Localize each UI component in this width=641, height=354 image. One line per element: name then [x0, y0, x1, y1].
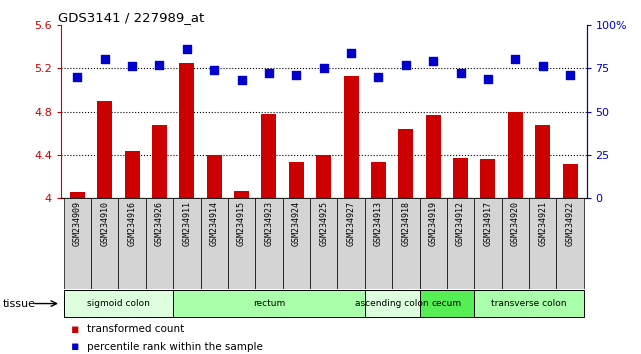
Bar: [398, 129, 413, 198]
Bar: [310, 198, 337, 289]
Point: [428, 58, 438, 64]
Text: cecum: cecum: [432, 299, 462, 308]
Point: [346, 50, 356, 55]
Point: [264, 70, 274, 76]
Bar: [365, 290, 419, 317]
Bar: [124, 150, 140, 198]
Point: [154, 62, 165, 68]
Bar: [97, 101, 112, 198]
Bar: [262, 114, 276, 198]
Point: [209, 67, 219, 73]
Bar: [453, 158, 468, 198]
Bar: [70, 192, 85, 198]
Text: sigmoid colon: sigmoid colon: [87, 299, 150, 308]
Text: GSM234927: GSM234927: [347, 201, 356, 246]
Text: GSM234914: GSM234914: [210, 201, 219, 246]
Bar: [392, 198, 419, 289]
Bar: [502, 198, 529, 289]
Bar: [419, 198, 447, 289]
Bar: [481, 159, 495, 198]
Bar: [419, 290, 474, 317]
Text: GSM234920: GSM234920: [511, 201, 520, 246]
Point: [565, 72, 575, 78]
Bar: [152, 125, 167, 198]
Bar: [179, 63, 194, 198]
Text: ascending colon: ascending colon: [355, 299, 429, 308]
Text: GSM234925: GSM234925: [319, 201, 328, 246]
Text: GSM234910: GSM234910: [100, 201, 109, 246]
Point: [127, 64, 137, 69]
Bar: [63, 290, 173, 317]
Bar: [556, 198, 584, 289]
Text: transformed count: transformed count: [87, 324, 184, 334]
Bar: [426, 115, 441, 198]
Bar: [535, 125, 550, 198]
Text: GSM234918: GSM234918: [401, 201, 410, 246]
Text: ▪: ▪: [71, 323, 79, 336]
Text: GSM234909: GSM234909: [73, 201, 82, 246]
Text: GSM234926: GSM234926: [155, 201, 164, 246]
Point: [237, 78, 247, 83]
Point: [456, 70, 466, 76]
Text: transverse colon: transverse colon: [491, 299, 567, 308]
Bar: [283, 198, 310, 289]
Point: [291, 72, 301, 78]
Text: GSM234919: GSM234919: [429, 201, 438, 246]
Text: tissue: tissue: [3, 299, 36, 309]
Bar: [206, 155, 222, 198]
Bar: [365, 198, 392, 289]
Bar: [173, 290, 365, 317]
Point: [538, 64, 548, 69]
Bar: [563, 164, 578, 198]
Bar: [447, 198, 474, 289]
Bar: [146, 198, 173, 289]
Text: GSM234911: GSM234911: [182, 201, 191, 246]
Bar: [316, 155, 331, 198]
Text: GSM234913: GSM234913: [374, 201, 383, 246]
Point: [483, 76, 493, 81]
Bar: [234, 191, 249, 198]
Bar: [255, 198, 283, 289]
Text: GSM234916: GSM234916: [128, 201, 137, 246]
Text: GSM234915: GSM234915: [237, 201, 246, 246]
Text: GDS3141 / 227989_at: GDS3141 / 227989_at: [58, 11, 204, 24]
Text: GSM234912: GSM234912: [456, 201, 465, 246]
Bar: [474, 198, 502, 289]
Text: percentile rank within the sample: percentile rank within the sample: [87, 342, 262, 352]
Point: [373, 74, 383, 80]
Point: [401, 62, 411, 68]
Text: GSM234921: GSM234921: [538, 201, 547, 246]
Bar: [508, 112, 523, 198]
Bar: [337, 198, 365, 289]
Text: rectum: rectum: [253, 299, 285, 308]
Bar: [119, 198, 146, 289]
Point: [181, 46, 192, 52]
Bar: [173, 198, 201, 289]
Text: GSM234923: GSM234923: [265, 201, 274, 246]
Bar: [91, 198, 119, 289]
Bar: [474, 290, 584, 317]
Bar: [529, 198, 556, 289]
Bar: [63, 198, 91, 289]
Bar: [201, 198, 228, 289]
Text: ▪: ▪: [71, 341, 79, 353]
Point: [72, 74, 83, 80]
Bar: [344, 76, 358, 198]
Bar: [289, 162, 304, 198]
Text: GSM234917: GSM234917: [483, 201, 492, 246]
Bar: [228, 198, 255, 289]
Point: [319, 65, 329, 71]
Point: [510, 57, 520, 62]
Text: GSM234922: GSM234922: [565, 201, 574, 246]
Bar: [371, 162, 386, 198]
Text: GSM234924: GSM234924: [292, 201, 301, 246]
Point: [99, 57, 110, 62]
